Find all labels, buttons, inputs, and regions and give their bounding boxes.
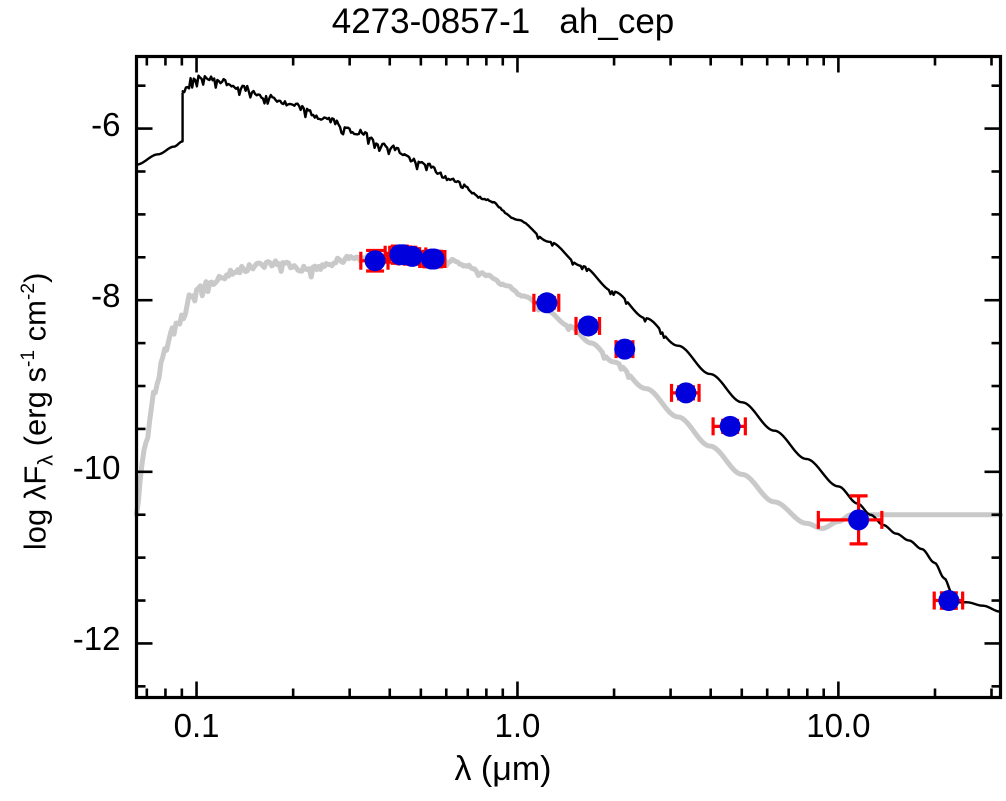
data-point[interactable]	[938, 590, 960, 612]
x-axis-label: λ (μm)	[454, 750, 552, 788]
data-point[interactable]	[401, 245, 423, 267]
errorbar-layer	[359, 244, 965, 610]
model-reddened-curve	[134, 250, 1003, 531]
data-point[interactable]	[423, 248, 445, 270]
data-point-layer	[364, 244, 960, 612]
unreddened-model-line	[181, 74, 1002, 613]
y-tick-label: -8	[91, 277, 121, 315]
x-tick-label: 1.0	[494, 706, 541, 744]
data-point[interactable]	[614, 338, 636, 360]
y-tick-label: -6	[91, 105, 121, 143]
x-tick-label: 10.0	[806, 706, 871, 744]
axes-frame	[134, 54, 1003, 700]
data-point[interactable]	[364, 250, 386, 272]
reddened-model-line	[134, 250, 1003, 531]
data-point[interactable]	[577, 315, 599, 337]
data-point[interactable]	[719, 415, 741, 437]
model-unreddened-curve	[135, 74, 1002, 613]
unreddened-model-line-uv	[135, 140, 184, 166]
y-tick-label: -12	[72, 620, 121, 658]
page-title: 4273-0857-1 ah_cep	[331, 2, 675, 41]
data-point[interactable]	[848, 509, 870, 531]
y-tick-label: -10	[72, 448, 121, 486]
data-point[interactable]	[675, 382, 697, 404]
plot-frame	[134, 54, 1003, 700]
data-point[interactable]	[536, 292, 558, 314]
x-tick-label: 0.1	[173, 706, 220, 744]
